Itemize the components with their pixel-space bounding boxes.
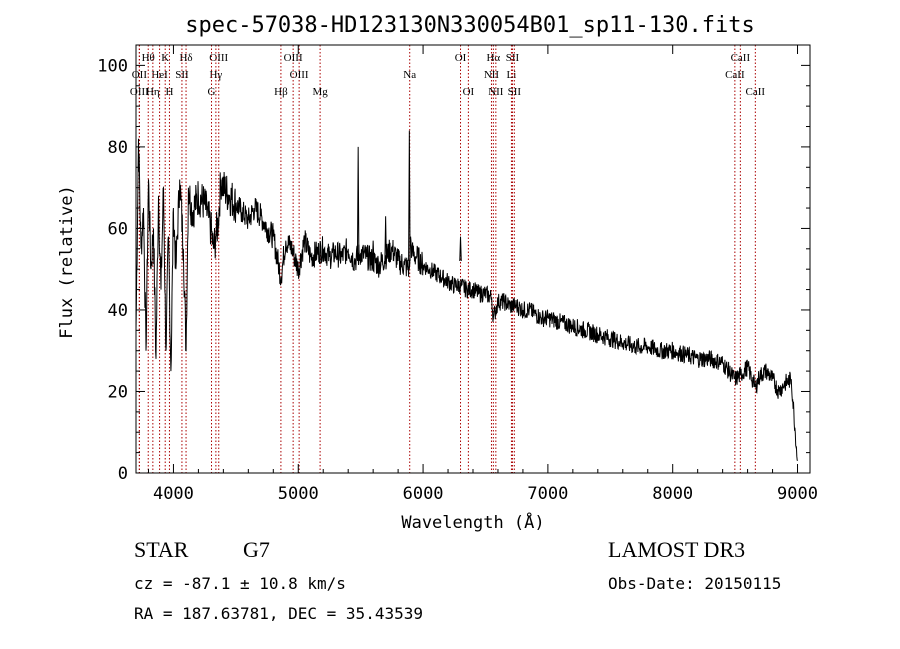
marker-label-22: Li [507,69,517,81]
emission-spike-2 [384,216,387,262]
redshift-value: cz = -87.1 ± 10.8 km/s [134,574,346,593]
coordinates: RA = 187.63781, DEC = 35.43539 [134,604,423,623]
y-tick-label-100: 100 [97,56,128,76]
y-tick-label-20: 20 [108,382,128,402]
x-tick-label-7000: 7000 [527,484,568,504]
marker-label-6: Hδ [179,52,192,64]
marker-label-14: Hβ [274,86,288,98]
marker-label-15: Mg [312,86,328,98]
x-tick-label-4000: 4000 [153,484,194,504]
y-tick-label-60: 60 [108,219,128,239]
x-tick-label-8000: 8000 [652,484,693,504]
marker-label-17: OI [455,52,467,64]
marker-label-0: Hθ [142,52,155,64]
emission-spike-4 [459,236,462,262]
emission-spike-0 [356,146,360,262]
marker-label-27: CaII [746,86,766,98]
marker-label-12: OIII [284,52,303,64]
spectrum-line [135,138,798,462]
marker-label-9: OIII [209,52,228,64]
subclass: G7 [243,537,270,562]
marker-label-20: SII [506,52,520,64]
series-layer [135,130,798,462]
marker-label-11: G [208,86,216,98]
object-class: STAR [134,537,189,562]
plot-frame [135,44,811,474]
marker-label-19: Hα [486,52,500,64]
marker-label-21: NII [484,69,500,81]
marker-label-16: Na [403,69,416,81]
x-axis-label: Wavelength (Å) [401,511,544,533]
marker-label-26: CaII [725,69,745,81]
marker-label-25: CaII [731,52,751,64]
marker-label-23: NII [488,86,504,98]
y-tick-label-40: 40 [108,301,128,321]
marker-label-18: OI [463,86,475,98]
x-tick-label-5000: 5000 [278,484,319,504]
marker-label-13: OIII [290,69,309,81]
emission-spike-1 [371,240,375,262]
marker-label-2: OIII [130,86,149,98]
x-tick-label-6000: 6000 [403,484,444,504]
axis-ticks: 4000 5000 6000 7000 8000 9000 0 20 40 60 80 100 [97,45,818,504]
survey-name: LAMOST DR3 [608,537,746,562]
y-tick-label-80: 80 [108,138,128,158]
y-tick-label-0: 0 [118,464,128,484]
emission-spike-3 [408,130,411,262]
x-tick-label-9000: 9000 [777,484,818,504]
marker-label-8: H [165,86,173,98]
marker-label-4: HeI [151,69,168,81]
marker-label-3: K [161,52,169,64]
marker-label-7: SII [175,69,189,81]
marker-label-10: Hγ [209,69,222,81]
obs-date: Obs-Date: 20150115 [608,574,782,593]
marker-label-5: Hη [146,86,160,98]
chart-title: spec-57038-HD123130N330054B01_sp11-130.f… [185,13,755,38]
y-axis-label: Flux (relative) [57,185,77,339]
marker-label-24: SII [508,86,522,98]
